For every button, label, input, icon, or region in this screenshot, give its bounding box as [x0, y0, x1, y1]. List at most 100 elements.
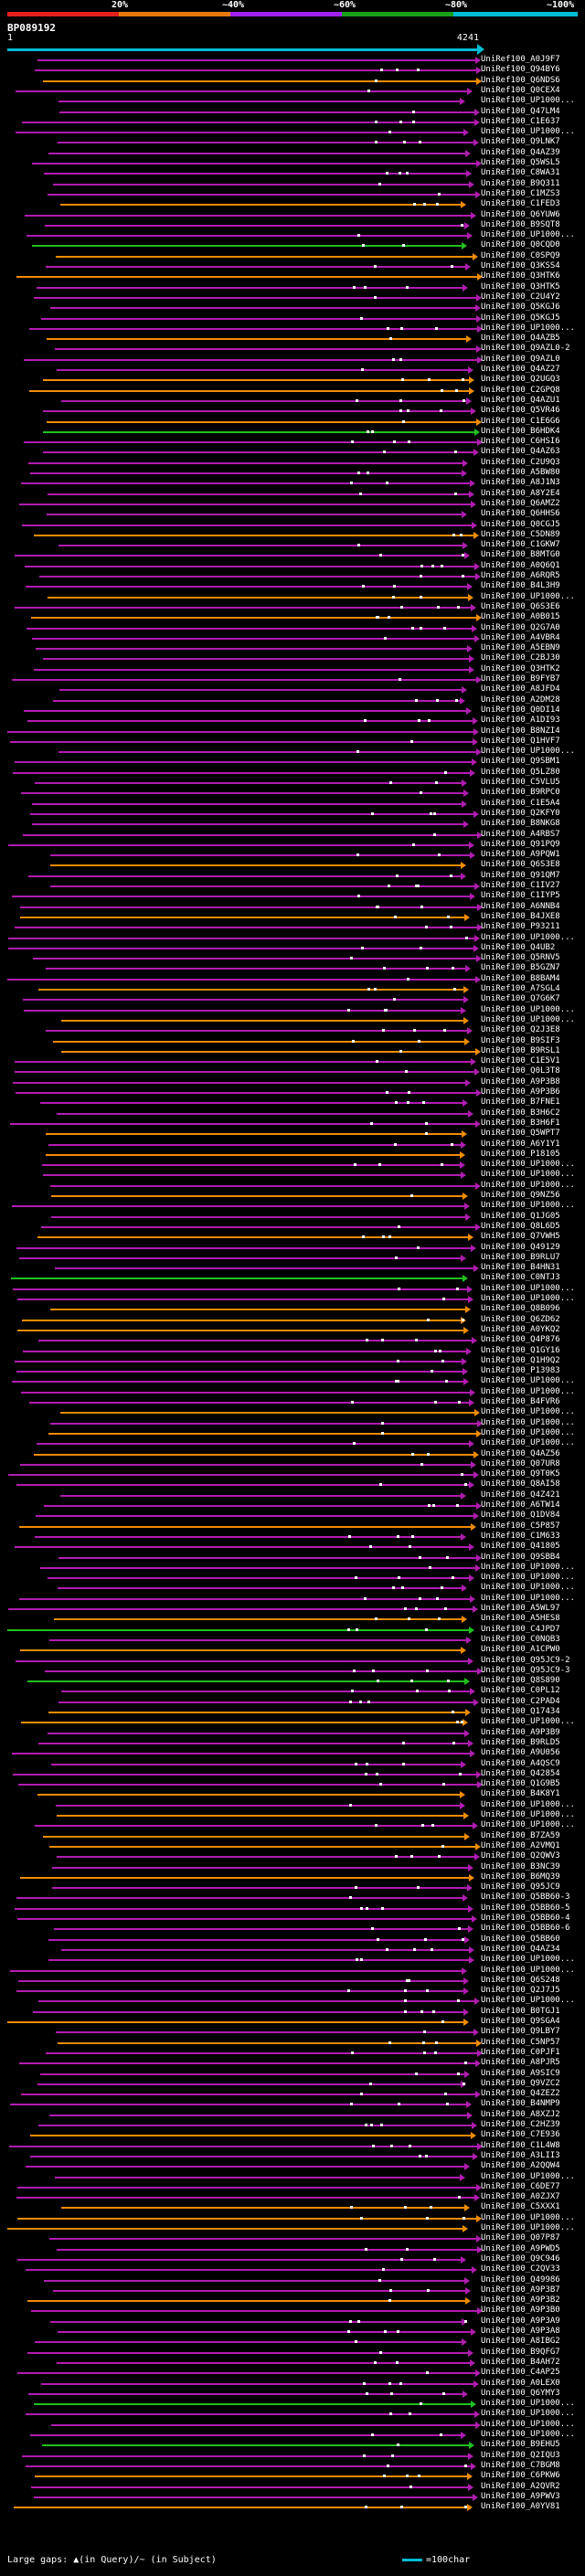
hit-name-link[interactable]: UniRef100_UP1000... [481, 1965, 575, 1975]
hit-row[interactable]: UniRef100_B7FNE1 [0, 1097, 585, 1108]
hit-row[interactable]: UniRef100_A8Y2E4 [0, 489, 585, 499]
hit-row[interactable]: UniRef100_B9RSL1 [0, 1046, 585, 1056]
hit-row[interactable]: UniRef100_C5P857 [0, 1521, 585, 1532]
hit-name-link[interactable]: UniRef100_C0PJF1 [481, 2047, 560, 2057]
hit-name-link[interactable]: UniRef100_C1FED3 [481, 199, 560, 209]
hit-row[interactable]: UniRef100_Q0L3T8 [0, 1066, 585, 1076]
hit-name-link[interactable]: UniRef100_UP1000... [481, 1573, 575, 1583]
hit-row[interactable]: UniRef100_Q8L6D5 [0, 1222, 585, 1232]
hit-name-link[interactable]: UniRef100_Q4AZ34 [481, 1944, 560, 1954]
hit-name-link[interactable]: UniRef100_A7SGL4 [481, 984, 560, 993]
hit-row[interactable]: UniRef100_Q6S3E8 [0, 860, 585, 870]
hit-row[interactable]: UniRef100_A0YV81 [0, 2502, 585, 2512]
hit-row[interactable]: UniRef100_Q95JC9-2 [0, 1656, 585, 1666]
hit-row[interactable]: UniRef100_C8WA31 [0, 168, 585, 178]
hit-row[interactable]: UniRef100_P13983 [0, 1366, 585, 1376]
hit-name-link[interactable]: UniRef100_Q6ZD62 [481, 1314, 560, 1324]
hit-row[interactable]: UniRef100_C1E6G6 [0, 417, 585, 427]
hit-row[interactable]: UniRef100_C1FED3 [0, 199, 585, 209]
hit-name-link[interactable]: UniRef100_A9P3B7 [481, 2284, 560, 2295]
hit-row[interactable]: UniRef100_C7BGM8 [0, 2461, 585, 2471]
hit-row[interactable]: UniRef100_C1E5V1 [0, 1056, 585, 1066]
hit-name-link[interactable]: UniRef100_UP1000... [481, 1014, 575, 1024]
hit-name-link[interactable]: UniRef100_C2QV33 [481, 2264, 560, 2274]
hit-name-link[interactable]: UniRef100_A3LII3 [481, 2150, 560, 2160]
hit-name-link[interactable]: UniRef100_Q2IQU3 [481, 2450, 560, 2460]
hit-row[interactable]: UniRef100_C1MZS3 [0, 189, 585, 199]
hit-row[interactable]: UniRef100_A4VBR4 [0, 633, 585, 643]
hit-name-link[interactable]: UniRef100_C1M633 [481, 1531, 560, 1541]
hit-name-link[interactable]: UniRef100_B9FYB7 [481, 674, 560, 684]
hit-name-link[interactable]: UniRef100_Q42854 [481, 1768, 560, 1778]
hit-row[interactable]: UniRef100_Q91PQ9 [0, 840, 585, 850]
hit-name-link[interactable]: UniRef100_C5NP57 [481, 2037, 560, 2047]
hit-row[interactable]: UniRef100_A9P3B9 [0, 1728, 585, 1738]
hit-row[interactable]: UniRef100_C4JPD7 [0, 1625, 585, 1635]
hit-name-link[interactable]: UniRef100_B9EHU5 [481, 2440, 560, 2450]
hit-name-link[interactable]: UniRef100_B9SIF3 [481, 1035, 560, 1045]
hit-row[interactable]: UniRef100_B6MQ39 [0, 1872, 585, 1882]
hit-name-link[interactable]: UniRef100_A0B015 [481, 612, 560, 622]
hit-name-link[interactable]: UniRef100_Q4AZ27 [481, 365, 560, 374]
hit-name-link[interactable]: UniRef100_A8IBG2 [481, 2337, 560, 2347]
hit-row[interactable]: UniRef100_C1E637 [0, 117, 585, 127]
hit-name-link[interactable]: UniRef100_A4RBS7 [481, 829, 560, 839]
hit-row[interactable]: UniRef100_UP1000... [0, 1717, 585, 1727]
hit-name-link[interactable]: UniRef100_Q7VWH5 [481, 1232, 560, 1242]
hit-row[interactable]: UniRef100_C2BJ30 [0, 653, 585, 663]
hit-name-link[interactable]: UniRef100_A6TW14 [481, 1500, 560, 1510]
hit-name-link[interactable]: UniRef100_Q5BB60-3 [481, 1892, 570, 1903]
hit-name-link[interactable]: UniRef100_B4K8Y1 [481, 1789, 560, 1799]
hit-row[interactable]: UniRef100_UP1000... [0, 2213, 585, 2223]
hit-row[interactable]: UniRef100_UP1000... [0, 1594, 585, 1604]
hit-row[interactable]: UniRef100_Q6AMZ2 [0, 499, 585, 509]
hit-name-link[interactable]: UniRef100_UP1000... [481, 2430, 575, 2439]
hit-row[interactable]: UniRef100_UP1000... [0, 1428, 585, 1438]
hit-name-link[interactable]: UniRef100_Q8B096 [481, 1304, 560, 1314]
hit-name-link[interactable]: UniRef100_Q9NZ56 [481, 1191, 560, 1200]
hit-name-link[interactable]: UniRef100_UP1000... [481, 2171, 575, 2181]
hit-name-link[interactable]: UniRef100_B9Q311 [481, 178, 560, 188]
hit-row[interactable]: UniRef100_C6PKW6 [0, 2471, 585, 2481]
hit-row[interactable]: UniRef100_Q5RNV5 [0, 953, 585, 963]
hit-row[interactable]: UniRef100_UP1000... [0, 1820, 585, 1830]
hit-name-link[interactable]: UniRef100_A8J1N3 [481, 478, 560, 488]
hit-name-link[interactable]: UniRef100_Q6S3E6 [481, 601, 560, 611]
hit-row[interactable]: UniRef100_Q0CGJ5 [0, 520, 585, 530]
hit-name-link[interactable]: UniRef100_Q4AZ39 [481, 147, 560, 157]
hit-row[interactable]: UniRef100_A9PWD5 [0, 2244, 585, 2254]
hit-name-link[interactable]: UniRef100_UP1000... [481, 1283, 575, 1293]
hit-name-link[interactable]: UniRef100_B8NKG8 [481, 819, 560, 829]
hit-row[interactable]: UniRef100_Q4ZEZ2 [0, 2089, 585, 2099]
hit-name-link[interactable]: UniRef100_C5DN89 [481, 529, 560, 539]
hit-row[interactable]: UniRef100_C2GPQ8 [0, 386, 585, 396]
hit-row[interactable]: UniRef100_Q1HVF7 [0, 737, 585, 747]
hit-row[interactable]: UniRef100_B4L3H9 [0, 581, 585, 591]
hit-name-link[interactable]: UniRef100_Q2J3E8 [481, 1025, 560, 1035]
hit-row[interactable]: UniRef100_B4K8Y1 [0, 1789, 585, 1799]
hit-row[interactable]: UniRef100_UP1000... [0, 230, 585, 240]
hit-name-link[interactable]: UniRef100_C1GKW7 [481, 540, 560, 550]
hit-name-link[interactable]: UniRef100_Q0DI14 [481, 705, 560, 715]
hit-row[interactable]: UniRef100_C5NP57 [0, 2038, 585, 2048]
hit-name-link[interactable]: UniRef100_Q4AZ56 [481, 1448, 560, 1458]
hit-name-link[interactable]: UniRef100_Q2UGQ3 [481, 375, 560, 385]
hit-row[interactable]: UniRef100_Q9LBY7 [0, 2027, 585, 2037]
hit-row[interactable]: UniRef100_Q2QWV3 [0, 1851, 585, 1861]
hit-row[interactable]: UniRef100_B6HDK4 [0, 427, 585, 437]
hit-name-link[interactable]: UniRef100_Q0CGJ5 [481, 519, 560, 529]
hit-name-link[interactable]: UniRef100_Q1H9Q2 [481, 1355, 560, 1365]
hit-row[interactable]: UniRef100_UP1000... [0, 933, 585, 943]
hit-row[interactable]: UniRef100_B8BAM4 [0, 974, 585, 984]
hit-name-link[interactable]: UniRef100_Q91PQ9 [481, 839, 560, 849]
hit-row[interactable]: UniRef100_Q5BB60-6 [0, 1924, 585, 1934]
hit-row[interactable]: UniRef100_Q07UR8 [0, 1459, 585, 1469]
hit-name-link[interactable]: UniRef100_UP1000... [481, 1407, 575, 1417]
hit-row[interactable]: UniRef100_UP1000... [0, 747, 585, 757]
hit-name-link[interactable]: UniRef100_B9RLU7 [481, 1252, 560, 1262]
hit-row[interactable]: UniRef100_Q8B096 [0, 1304, 585, 1314]
hit-name-link[interactable]: UniRef100_Q5WPT7 [481, 1129, 560, 1139]
hit-row[interactable]: UniRef100_C7E936 [0, 2130, 585, 2140]
hit-row[interactable]: UniRef100_B9SQT8 [0, 220, 585, 230]
hit-row[interactable]: UniRef100_Q49129 [0, 1243, 585, 1253]
